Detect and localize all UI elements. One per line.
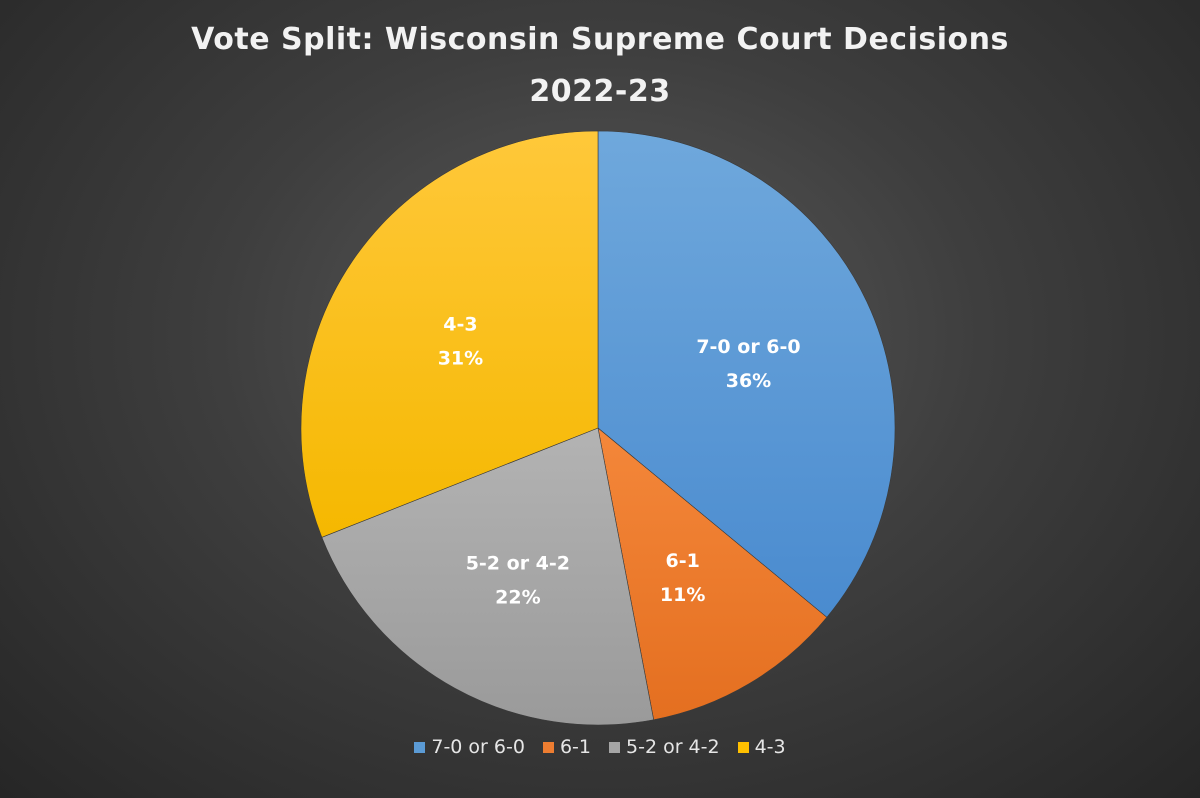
legend-swatch xyxy=(542,741,554,753)
legend-item: 7-0 or 6-0 xyxy=(414,736,525,758)
pie-slice-6-1 xyxy=(597,427,828,721)
pie-slice-4-3 xyxy=(300,130,599,538)
legend-item: 5-2 or 4-2 xyxy=(609,736,720,758)
slice-category-label: 6-1 xyxy=(665,550,699,572)
slice-percent-label: 11% xyxy=(660,584,705,606)
legend-swatch xyxy=(414,741,426,753)
legend-label: 5-2 or 4-2 xyxy=(626,736,720,758)
slice-category-label: 7-0 or 6-0 xyxy=(696,336,800,358)
legend-label: 7-0 or 6-0 xyxy=(431,736,525,758)
legend-label: 4-3 xyxy=(754,736,786,758)
legend-item: 6-1 xyxy=(542,736,591,758)
slice-percent-label: 31% xyxy=(438,348,483,370)
slice-category-label: 4-3 xyxy=(443,314,477,336)
slice-percent-label: 36% xyxy=(726,370,771,392)
legend-swatch xyxy=(737,741,749,753)
chart-title: Vote Split: Wisconsin Supreme Court Deci… xyxy=(191,22,1009,57)
legend-label: 6-1 xyxy=(559,736,591,758)
legend-swatch xyxy=(609,741,620,753)
pie-slice-5-2-or-4-2 xyxy=(321,427,655,726)
pie-slice-7-0-or-6-0 xyxy=(597,130,896,618)
slice-category-label: 5-2 or 4-2 xyxy=(466,553,570,575)
chart-legend: 7-0 or 6-0 6-1 5-2 or 4-2 4-3 xyxy=(0,736,1200,758)
chart-subtitle: 2022-23 xyxy=(529,74,671,109)
chart-title-block: Vote Split: Wisconsin Supreme Court Deci… xyxy=(0,14,1200,118)
slice-percent-label: 22% xyxy=(495,587,540,609)
legend-item: 4-3 xyxy=(737,736,786,758)
